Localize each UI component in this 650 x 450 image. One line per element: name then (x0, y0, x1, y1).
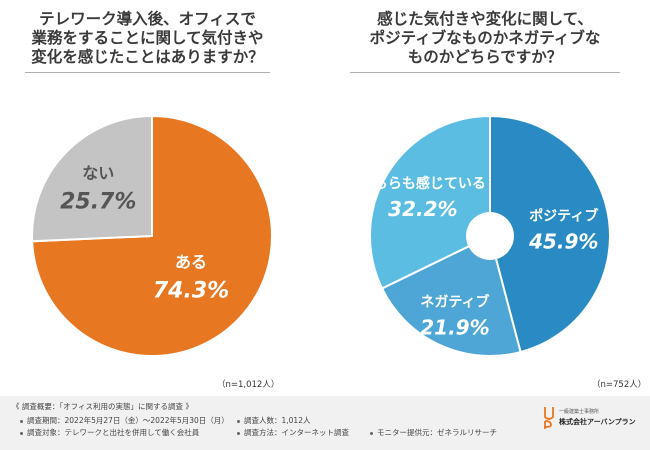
survey-monitor: モニター提供元：ゼネラルリサーチ (370, 427, 497, 438)
bullet-icon (20, 431, 23, 435)
left-title-divider (25, 72, 270, 73)
pie0-value-label-1: 25.7% (60, 190, 136, 215)
survey-target: 調査対象：テレワークと出社を併用して働く会社員 (20, 427, 199, 438)
survey-target-text: 調査対象：テレワークと出社を併用して働く会社員 (27, 428, 200, 437)
right-title-line-2: ポジティブなものかネガティブな (369, 29, 601, 47)
pie0-value-label-0: 74.3% (153, 278, 229, 303)
logo-mark-icon (544, 407, 554, 429)
survey-method: 調査方法：インターネット調査 (237, 427, 349, 438)
bullet-icon (20, 419, 23, 423)
pie1-value-label-0: 45.9% (528, 229, 598, 253)
survey-monitor-text: モニター提供元：ゼネラルリサーチ (377, 428, 497, 437)
bullet-icon (237, 431, 240, 435)
right-title-divider (350, 72, 620, 73)
pie1-value-label-1: 21.9% (420, 315, 489, 339)
left-sample-size: （n=1,012人） (217, 380, 280, 390)
survey-heading: 《 調査概要：「オフィス利用の実態」に関する調査 》 (12, 402, 193, 411)
bullet-icon (370, 431, 373, 435)
pie1-category-label-1: ネガティブ (420, 293, 489, 310)
logo-subtitle: 一級建築士事務所 (559, 409, 600, 415)
right-sample-size: （n=752人） (592, 380, 647, 390)
survey-count: 調査人数：1,012人 (237, 415, 310, 426)
pie1-slice-1 (380, 234, 522, 357)
left-title-line-3: 変化を感じたことはありますか？ (31, 48, 264, 66)
right-title-line-3: ものかどちらですか？ (407, 48, 563, 66)
pie1-category-label-2: どちらも感じている (360, 175, 486, 192)
survey-count-text: 調査人数：1,012人 (244, 416, 311, 425)
survey-period: 調査期間：2022年5月27日（金）〜2022年5月30日（月） (20, 415, 229, 426)
right-title-line-1: 感じた気付きや変化に関して、 (377, 10, 593, 28)
pie1-value-label-2: 32.2% (388, 197, 457, 221)
company-logo: 一級建築士事務所 株式会社アーバンプラン (543, 405, 643, 433)
pie0-category-label-1: ない (82, 164, 114, 183)
pie1-center-hole (466, 212, 514, 260)
pie0-slice-1 (31, 114, 153, 243)
left-title-line-2: 業務をすることに関して気付きや (31, 29, 264, 47)
left-chart-title: テレワーク導入後、オフィスで 業務をすることに関して気付きや 変化を感じたことは… (20, 10, 275, 67)
pie1-slice-0 (489, 114, 611, 354)
survey-period-text: 調査期間：2022年5月27日（金）〜2022年5月30日（月） (27, 416, 229, 425)
bullet-icon (237, 419, 240, 423)
right-chart-title: 感じた気付きや変化に関して、 ポジティブなものかネガティブな ものかどちらですか… (345, 10, 625, 67)
left-title-line-1: テレワーク導入後、オフィスで (39, 10, 256, 28)
survey-overview-footer: 《 調査概要：「オフィス利用の実態」に関する調査 》 調査期間：2022年5月2… (0, 396, 650, 450)
pie0-category-label-0: ある (175, 252, 207, 271)
logo-company-name: 株式会社アーバンプラン (559, 418, 636, 426)
pie1-slice-2 (369, 114, 491, 290)
pie1-category-label-0: ポジティブ (529, 207, 598, 224)
survey-method-text: 調査方法：インターネット調査 (244, 428, 349, 437)
